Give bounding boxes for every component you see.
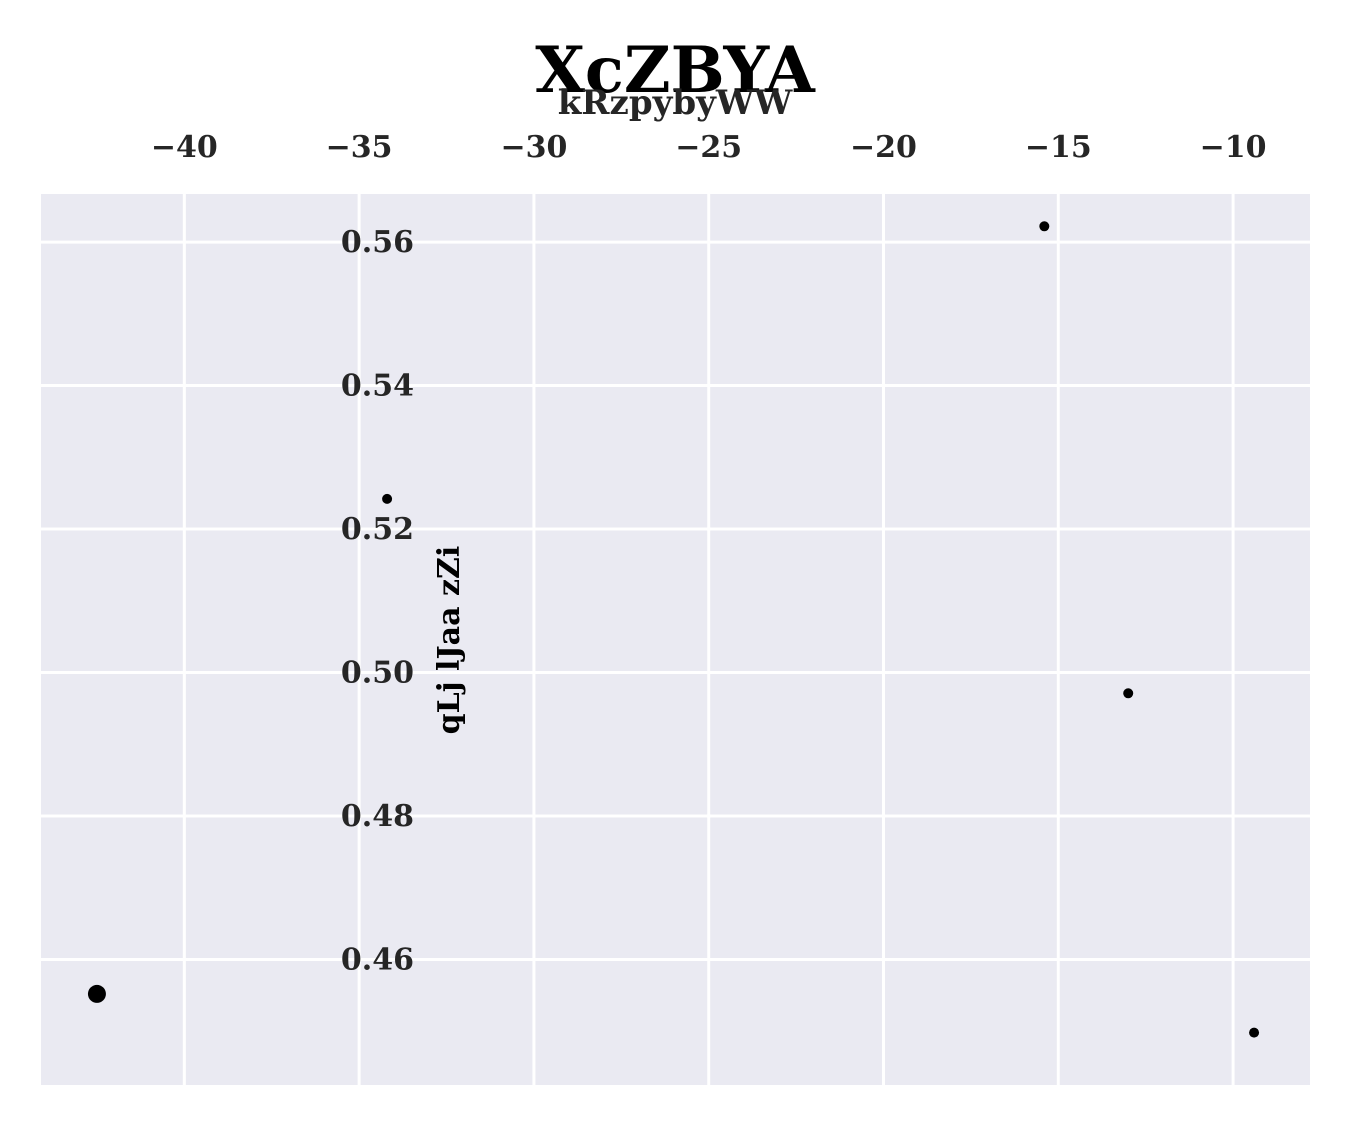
x-tick-label: −35 xyxy=(326,130,393,165)
x-tick-label: −15 xyxy=(1025,130,1092,165)
data-point xyxy=(382,493,393,504)
y-axis-label: qLj lJaa zZi xyxy=(432,546,467,735)
data-point xyxy=(1249,1027,1260,1038)
y-tick-label: 0.54 xyxy=(341,369,414,404)
y-tick-label: 0.56 xyxy=(341,225,414,260)
y-tick-labels: 0.46 0.48 0.50 0.52 0.54 0.56 xyxy=(341,225,414,977)
data-point xyxy=(1123,688,1134,699)
x-gridlines xyxy=(182,194,1235,1085)
y-tick-label: 0.48 xyxy=(341,799,414,834)
data-point xyxy=(87,984,106,1003)
x-tick-label: −25 xyxy=(675,130,742,165)
y-tick-label: 0.50 xyxy=(341,656,414,691)
plot-area xyxy=(41,194,1310,1085)
chart-subtitle: kRzpybyWW xyxy=(558,83,793,123)
chart-title: XcZBYA xyxy=(535,33,816,108)
x-tick-label: −40 xyxy=(151,130,218,165)
data-points xyxy=(87,221,1260,1038)
data-point xyxy=(1039,221,1050,232)
x-tick-label: −20 xyxy=(850,130,917,165)
y-tick-label: 0.46 xyxy=(341,942,414,977)
x-tick-label: −10 xyxy=(1200,130,1267,165)
y-tick-label: 0.52 xyxy=(341,512,414,547)
x-tick-label: −30 xyxy=(500,130,567,165)
x-tick-labels: −40 −35 −30 −25 −20 −15 −10 xyxy=(151,130,1267,165)
y-gridlines xyxy=(41,240,1310,961)
